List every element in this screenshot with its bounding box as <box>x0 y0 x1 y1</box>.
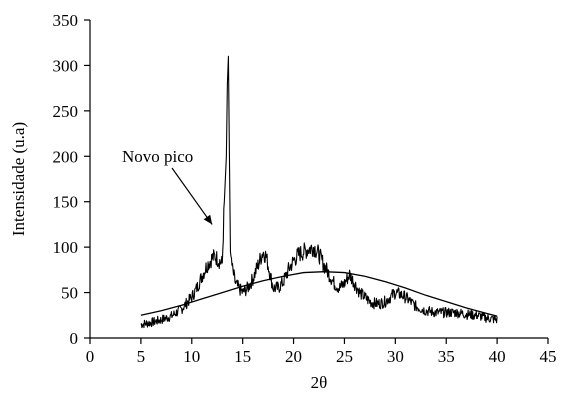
y-tick-label: 350 <box>53 11 79 30</box>
series-line-smooth <box>140 271 498 317</box>
x-tick-label: 35 <box>438 347 455 366</box>
x-tick-label: 45 <box>540 347 557 366</box>
axes <box>89 20 548 339</box>
y-tick-label: 300 <box>53 56 79 75</box>
series-layer <box>140 55 498 329</box>
annotation-arrow <box>171 167 213 225</box>
series-line-noisy <box>140 55 498 329</box>
x-tick-label: 30 <box>387 347 404 366</box>
x-tick-label: 25 <box>336 347 353 366</box>
y-tick-label: 100 <box>53 238 79 257</box>
y-tick-label: 250 <box>53 102 79 121</box>
x-tick-label: 15 <box>234 347 251 366</box>
x-tick-label: 5 <box>137 347 146 366</box>
y-ticks: 0 50 100 150 200 250 300 350 <box>53 11 90 348</box>
annotation-layer: Novo pico <box>122 147 213 225</box>
y-tick-label: 50 <box>61 284 78 303</box>
y-tick-label: 200 <box>53 147 79 166</box>
x-tick-label: 10 <box>183 347 200 366</box>
x-tick-label: 0 <box>86 347 95 366</box>
annotation-arrowhead <box>203 214 213 225</box>
x-ticks: 0 5 10 15 20 25 30 35 40 45 <box>86 338 557 366</box>
y-axis-title: Intensidade (u.a) <box>9 122 28 236</box>
x-axis-title: 2θ <box>311 373 328 392</box>
annotation-label: Novo pico <box>122 147 193 166</box>
x-tick-label: 40 <box>489 347 506 366</box>
y-tick-label: 0 <box>70 329 79 348</box>
x-tick-label: 20 <box>285 347 302 366</box>
y-tick-label: 150 <box>53 193 79 212</box>
